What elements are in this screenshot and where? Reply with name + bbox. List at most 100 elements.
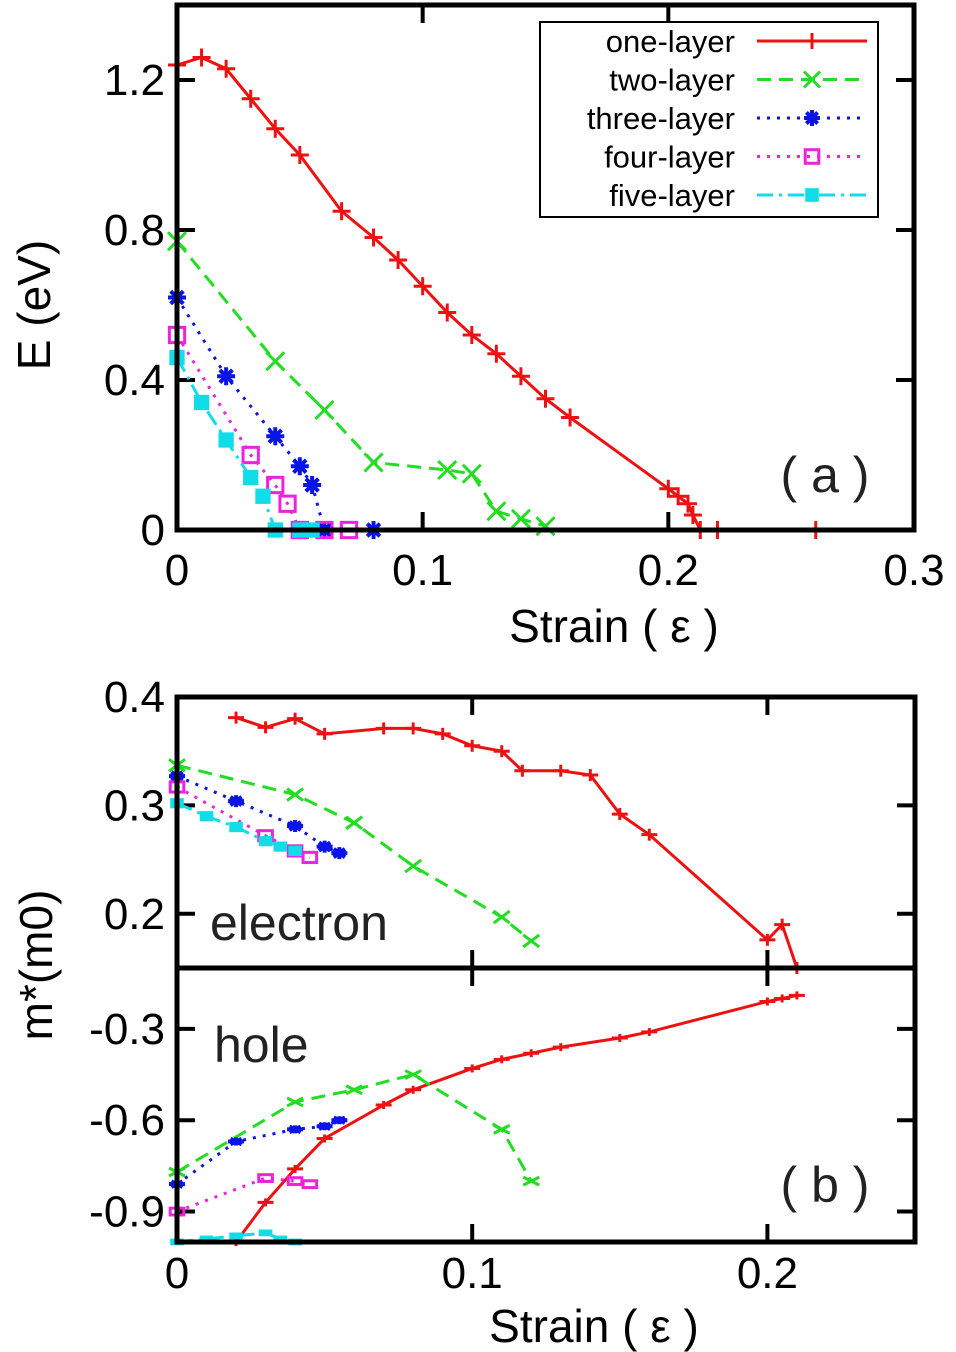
- panel-a-xlabel: Strain ( ε ): [509, 600, 719, 652]
- panel-b-label: ( b ): [781, 1157, 870, 1213]
- panel-a-three-layer-point-2: [266, 427, 285, 446]
- filled-square-mark: [255, 488, 271, 504]
- square-mark: [257, 1173, 274, 1183]
- legend-marker-three-layer: [804, 110, 820, 126]
- filled-square-mark: [193, 394, 210, 411]
- panel-b-hole-one-layer-point-3: [316, 1134, 333, 1143]
- panel-a-ytick-3-label: 1.2: [104, 56, 165, 105]
- panel-b-electron-one-layer-point-11: [582, 769, 599, 782]
- panel-a-ytick-1-label: 0.4: [104, 356, 165, 405]
- star-mark: [287, 819, 304, 832]
- x-mark: [345, 815, 364, 830]
- panel-b-electron-two-layer-point-3: [404, 858, 423, 874]
- panel-b-electron-five-layer-point-4: [273, 841, 288, 852]
- panel-a-three-layer-point-1: [217, 367, 236, 386]
- panel-b-hole-five-layer-point-4: [273, 1235, 288, 1243]
- filled-square-mark: [199, 811, 214, 822]
- panel-a-one-layer-point-14: [536, 389, 555, 408]
- panel-a-two-layer-point-7: [510, 508, 531, 529]
- panel-b-hole-one-layer-point-12: [759, 997, 776, 1006]
- panel-a-two-layer-point-8: [535, 516, 556, 537]
- panel-a-one-layer-point-5: [290, 146, 309, 164]
- panel-b-xtick-0-label: 0: [165, 1249, 189, 1298]
- x-mark: [286, 787, 304, 802]
- star-mark: [331, 847, 348, 860]
- panel-b-electron-three-layer-line: [176, 774, 340, 855]
- square-mark: [301, 1179, 319, 1190]
- x-mark: [404, 858, 423, 874]
- square-mark: [266, 475, 285, 495]
- panel-a-one-layer-point-4: [266, 119, 285, 138]
- panel-a-five-layer-point-2: [218, 432, 234, 448]
- x-mark: [492, 909, 511, 925]
- panel-b-hole-ytick-2-label: -0.9: [89, 1188, 165, 1237]
- panel-a-two-layer-point-4: [437, 459, 458, 481]
- panel-b-electron-one-layer-point-14: [759, 933, 776, 946]
- filled-square-mark: [288, 845, 302, 857]
- panel-a-five-layer-point-4: [255, 488, 271, 504]
- panel-b-electron-two-layer-point-2: [345, 815, 364, 830]
- panel-a-three-layer-line: [175, 296, 374, 532]
- star-mark: [303, 476, 322, 494]
- panel-a-xtick-0-label: 0: [165, 546, 189, 595]
- panel-b-electron-three-layer-point-1: [228, 795, 245, 808]
- x-mark: [437, 459, 458, 481]
- panel-b-xtick-1-label: 0.1: [442, 1249, 503, 1298]
- star-mark: [331, 1115, 348, 1125]
- panel-b-electron-four-layer-point-3: [301, 850, 319, 865]
- panel-a-one-layer-point-2: [217, 59, 236, 78]
- panel-a-one-layer-point-7: [364, 228, 383, 247]
- panel-b-hole-one-layer-line: [234, 993, 798, 1243]
- panel-a-one-layer-point-17: [669, 487, 688, 506]
- panel-b-hole-one-layer-point-9: [552, 1043, 569, 1052]
- panel-a-two-layer-point-2: [314, 399, 335, 421]
- filled-square-mark: [229, 1232, 243, 1240]
- panel-b-electron-five-layer-point-2: [229, 821, 243, 833]
- panel-b-hole-three-layer-point-3: [316, 1121, 333, 1131]
- star-mark: [316, 840, 333, 853]
- panel-b-electron-one-layer-point-4: [375, 722, 392, 735]
- panel-b-electron-one-layer-point-7: [464, 739, 481, 752]
- panel-a-ytick-2-label: 0.8: [104, 206, 165, 255]
- panel-a-one-layer-point-16: [659, 479, 678, 498]
- x-mark: [493, 1124, 511, 1135]
- square-mark: [286, 1176, 304, 1187]
- star-mark: [266, 427, 285, 446]
- panel-a-four-layer-point-2: [266, 475, 285, 495]
- panel-a-one-layer-point-15: [561, 408, 580, 427]
- panel-b-hole-one-layer-point-1: [257, 1198, 274, 1207]
- filled-square-mark: [199, 1235, 214, 1243]
- panel-a-one-layer-point-8: [389, 251, 408, 269]
- panel-a-four-layer-point-1: [241, 445, 260, 465]
- star-mark: [804, 110, 820, 126]
- hole-annotation: hole: [214, 1017, 309, 1073]
- x-mark: [404, 1069, 422, 1080]
- panel-b-electron-ytick-0-label: 0.2: [104, 890, 165, 939]
- panel-b-electron-five-layer-point-5: [288, 845, 302, 857]
- panel-a-four-layer-point-3: [278, 494, 297, 513]
- square-mark: [241, 445, 260, 465]
- legend-marker-five-layer: [805, 188, 819, 202]
- panel-a-xtick-1-label: 0.1: [392, 546, 453, 595]
- panel-b-hole-two-layer-point-2: [345, 1084, 363, 1096]
- panel-b-hole-three-layer-point-2: [287, 1124, 304, 1134]
- filled-square-mark: [273, 841, 288, 852]
- filled-square-mark: [218, 432, 234, 448]
- panel-b-electron-five-layer-point-3: [258, 836, 273, 847]
- panel-b-hole-two-layer-point-4: [493, 1124, 511, 1135]
- panel-b-hole-ytick-0-label: -0.3: [89, 1005, 165, 1054]
- panel-b-electron-one-layer-point-6: [434, 727, 451, 740]
- panel-a-one-layer-point-10: [438, 303, 457, 322]
- star-mark: [287, 1124, 304, 1134]
- panel-b-hole-one-layer-point-14: [788, 991, 805, 1000]
- panel-a-one-layer-point-19: [683, 506, 702, 524]
- x-mark: [486, 501, 507, 522]
- star-mark: [228, 1136, 245, 1147]
- panel-b-electron-one-layer-point-9: [514, 764, 531, 777]
- legend-label-four-layer: four-layer: [604, 140, 735, 175]
- panel-a-one-layer-point-1: [192, 48, 211, 67]
- panel-b-hole-two-layer-point-1: [286, 1096, 304, 1108]
- panel-b-electron-one-layer-point-8: [493, 745, 510, 758]
- panel-a-five-layer-point-3: [243, 469, 259, 486]
